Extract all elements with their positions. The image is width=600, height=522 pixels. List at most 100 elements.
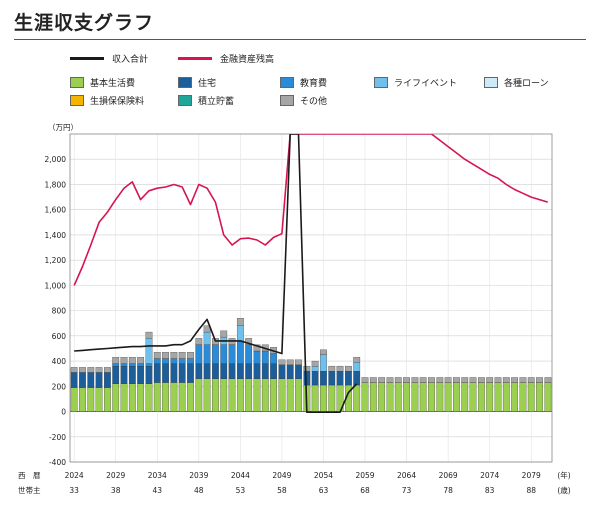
bar-education (270, 353, 277, 364)
bar-housing (195, 363, 203, 379)
bar-other (378, 377, 386, 383)
bar-education (228, 344, 236, 364)
y-unit-label: （万円） (48, 123, 78, 132)
bar-other (303, 365, 311, 372)
bar-education (170, 358, 178, 364)
x-tick-year: 2054 (314, 471, 333, 480)
bar-other (245, 338, 253, 345)
bar-events (236, 325, 244, 342)
bar-housing (104, 372, 111, 388)
bar-basic (386, 382, 394, 412)
bar-housing (303, 371, 311, 386)
bar-basic (411, 382, 419, 412)
y-tick-label: -400 (49, 458, 66, 467)
bar-housing (128, 365, 136, 384)
legend-item-events: ライフイベント (374, 76, 457, 89)
x-tick-age: 78 (443, 486, 453, 495)
bar-other (502, 377, 510, 383)
x-tick-year: 2069 (439, 471, 458, 480)
bar-other (79, 367, 86, 373)
bar-housing (286, 364, 294, 379)
bar-events (320, 354, 327, 372)
bar-basic (453, 382, 460, 412)
x-tick-age: 33 (69, 486, 79, 495)
bar-basic (436, 382, 444, 412)
bar-basic (544, 382, 552, 412)
page-title: 生涯収支グラフ (14, 12, 155, 34)
bar-other (477, 377, 485, 383)
bar-other (369, 377, 377, 383)
bar-basic (228, 378, 236, 412)
bar-basic (494, 382, 502, 412)
bar-basic (378, 382, 386, 412)
y-tick-label: 2,000 (45, 155, 67, 164)
bar-other (411, 377, 419, 383)
y-tick-label: 0 (61, 408, 66, 417)
x-tick-year: 2039 (189, 471, 208, 480)
bar-basic (70, 387, 78, 412)
legend-item-assets: 金融資産残高 (178, 52, 274, 65)
bar-basic (419, 382, 427, 412)
bar-education (112, 363, 120, 367)
bar-basic (87, 387, 95, 412)
bar-housing (178, 363, 186, 383)
legend-label-insurance: 生損保保険料 (90, 97, 145, 107)
bar-other (112, 357, 120, 364)
bar-housing (95, 372, 103, 388)
legend-swatch-events (374, 77, 388, 88)
bar-education (261, 350, 269, 364)
legend-item-loans: 各種ローン (484, 76, 549, 89)
bar-other (361, 377, 369, 383)
y-tick-label: 1,400 (45, 231, 67, 240)
bar-basic (361, 382, 369, 412)
bar-housing (228, 363, 236, 379)
bar-housing (353, 371, 361, 386)
y-tick-label: 1,000 (45, 281, 67, 290)
bar-basic (403, 382, 410, 412)
bar-basic (79, 387, 86, 412)
bar-basic (212, 378, 219, 412)
legend-swatch-loans (484, 77, 498, 88)
bar-housing (253, 363, 261, 379)
legend-swatch-income (70, 57, 104, 60)
title-divider (14, 39, 586, 40)
bar-housing (137, 365, 145, 384)
x-axis-row2-unit: (歳) (557, 485, 570, 495)
bar-basic (253, 378, 261, 412)
x-axis-row2-label: 世帯主 (18, 485, 41, 495)
x-tick-year: 2079 (522, 471, 541, 480)
legend-label-education: 教育費 (300, 79, 328, 89)
bar-basic (286, 378, 294, 412)
x-tick-year: 2064 (397, 471, 416, 480)
bar-basic (162, 382, 169, 412)
bar-events (311, 365, 319, 372)
legend-item-income: 収入合計 (70, 52, 148, 65)
bar-housing (245, 363, 253, 379)
bar-basic (519, 382, 527, 412)
bar-basic (328, 384, 336, 412)
legend-item-housing: 住宅 (178, 76, 216, 89)
bar-events (353, 362, 361, 372)
x-tick-age: 43 (152, 486, 162, 495)
x-tick-age: 88 (526, 486, 536, 495)
y-tick-label: -200 (49, 433, 66, 442)
bar-basic (295, 378, 302, 412)
bar-basic (187, 382, 194, 412)
x-tick-age: 63 (319, 486, 329, 495)
bar-other (527, 377, 535, 383)
bar-other (87, 367, 95, 373)
bar-basic (320, 384, 327, 412)
bar-other (519, 377, 527, 383)
bar-education (145, 363, 153, 367)
x-tick-year: 2034 (148, 471, 167, 480)
bar-housing (70, 372, 78, 388)
y-tick-label: 600 (52, 332, 67, 341)
bar-other (162, 352, 169, 359)
bar-other (220, 330, 228, 338)
x-tick-year: 2044 (231, 471, 250, 480)
legend-label-other: その他 (300, 97, 328, 107)
bar-other (187, 352, 194, 359)
x-tick-year: 2029 (106, 471, 125, 480)
bar-basic (178, 382, 186, 412)
bar-other (453, 377, 460, 383)
